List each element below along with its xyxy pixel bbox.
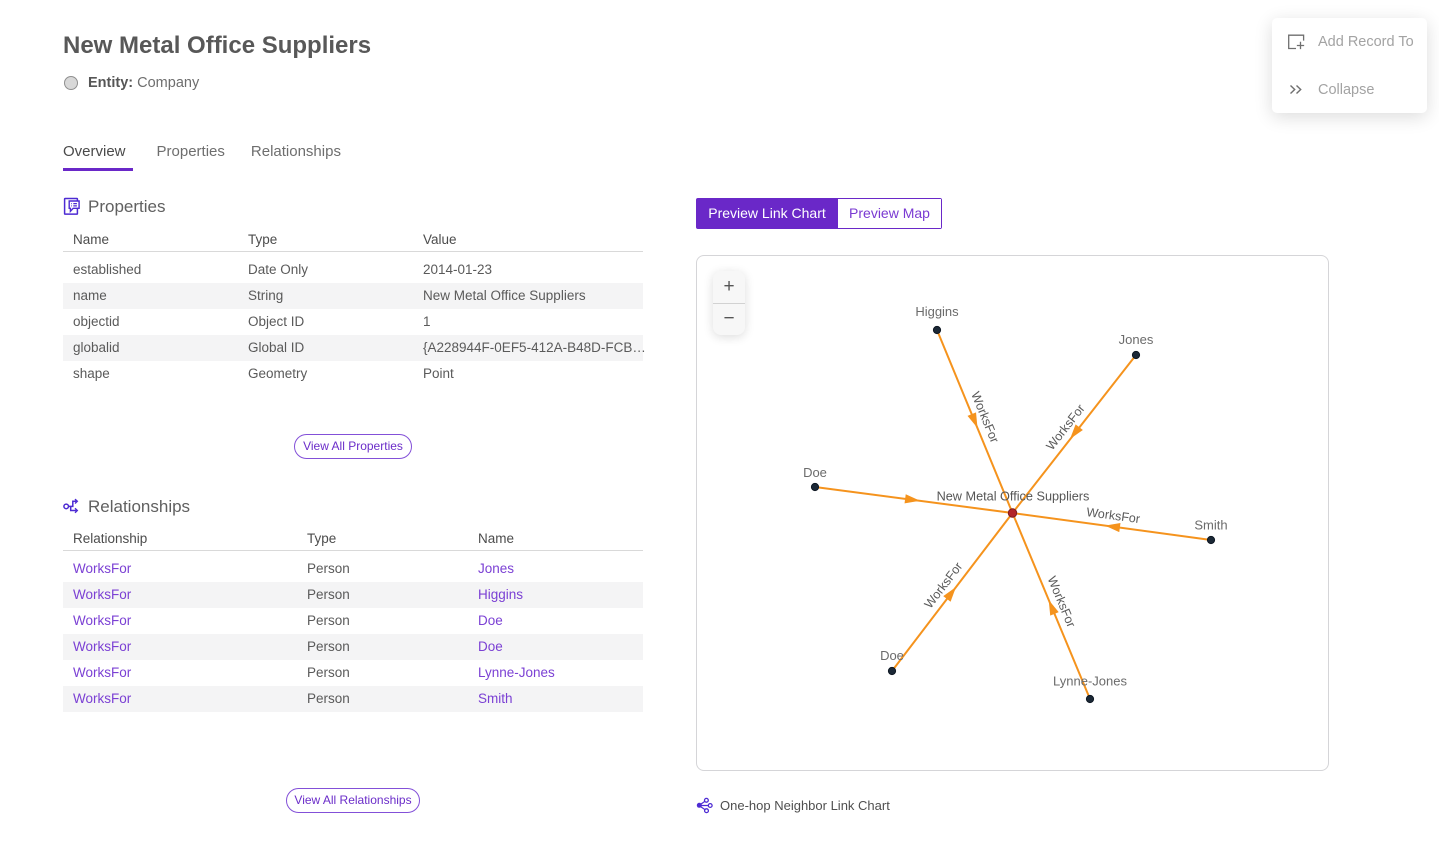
- svg-text:WorksFor: WorksFor: [1086, 505, 1141, 526]
- svg-text:Jones: Jones: [1119, 332, 1154, 347]
- svg-text:Doe: Doe: [880, 648, 904, 663]
- svg-text:Doe: Doe: [803, 465, 827, 480]
- svg-text:Lynne-Jones: Lynne-Jones: [1053, 674, 1127, 689]
- svg-text:New Metal Office Suppliers: New Metal Office Suppliers: [937, 490, 1090, 504]
- svg-text:Smith: Smith: [1194, 518, 1227, 533]
- svg-text:Higgins: Higgins: [915, 304, 959, 319]
